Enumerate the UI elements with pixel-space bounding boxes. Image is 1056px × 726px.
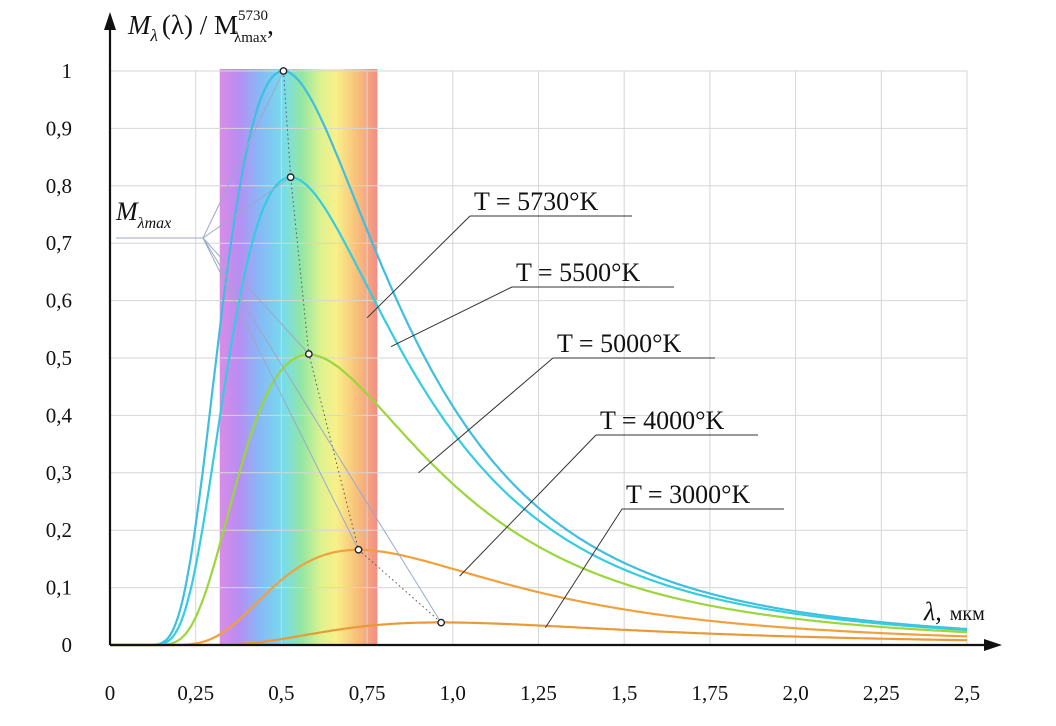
y-tick-labels: 0 0,1 0,2 0,3 0,4 0,5 0,6 0,7 0,8 0,9 1 — [46, 59, 73, 657]
grid — [110, 70, 968, 645]
temperature-label: T = 3000°K — [626, 480, 750, 509]
peak-leader-line — [202, 176, 291, 239]
x-axis-arrow — [984, 639, 1002, 651]
curves — [110, 69, 968, 647]
x-tick-label: 2,5 — [954, 681, 980, 705]
x-tick-labels: 0 0,25 0,5 0,75 1,0 1,25 1,5 1,75 2,0 2,25 2,5 — [105, 681, 980, 705]
peak-label: Mλmax — [115, 197, 171, 232]
temperature-label-leader — [544, 508, 623, 629]
temperature-labels: T = 5730°K T = 5500°K T = 5000°K T = 4000°K… — [366, 187, 784, 629]
y-tick-label: 0,3 — [46, 461, 72, 485]
y-axis-title: Mλ (λ) / M5730 λmax, — [127, 8, 274, 46]
peak-marker — [437, 618, 446, 627]
x-tick-label: 0,25 — [177, 681, 214, 705]
y-tick-label: 0 — [62, 633, 73, 657]
peak-marker — [304, 350, 313, 358]
y-tick-label: 0,4 — [46, 403, 73, 427]
y-tick-label: 0,7 — [46, 231, 72, 255]
peak-leader-line — [202, 237, 442, 623]
temperature-label-leader — [459, 434, 597, 577]
temperature-label-leader — [366, 215, 471, 319]
peak-marker — [279, 67, 288, 75]
temperature-label-leader — [390, 286, 513, 347]
y-axis-arrow — [104, 12, 116, 30]
y-tick-label: 0,9 — [46, 116, 72, 140]
x-tick-label: 2,0 — [782, 681, 808, 705]
x-tick-label: 1,0 — [440, 681, 466, 705]
x-tick-label: 1,5 — [611, 681, 637, 705]
peak-leader-line — [202, 237, 359, 550]
y-tick-label: 1 — [62, 59, 73, 83]
x-axis-title: λ, мкм — [923, 597, 985, 626]
x-tick-label: 0,75 — [349, 681, 386, 705]
x-tick-label: 1,75 — [692, 681, 729, 705]
peak-marker — [354, 545, 363, 554]
series-line — [110, 176, 968, 647]
x-tick-label: 0 — [105, 681, 116, 705]
x-tick-label: 0,5 — [268, 681, 294, 705]
y-tick-label: 0,1 — [46, 576, 72, 600]
series-line — [110, 353, 968, 647]
temperature-label: T = 4000°K — [600, 406, 724, 435]
series-line — [110, 69, 968, 647]
axes — [104, 12, 1002, 651]
x-tick-label: 1,25 — [520, 681, 557, 705]
temperature-label-leader — [418, 357, 554, 474]
series-line — [110, 621, 967, 647]
temperature-label: T = 5500°K — [516, 258, 640, 287]
peak-leader-line — [202, 237, 310, 355]
series-line — [110, 548, 968, 647]
temperature-label: T = 5000°K — [557, 329, 681, 358]
y-tick-label: 0,6 — [46, 289, 72, 313]
peak-leader-line — [202, 70, 284, 239]
y-tick-label: 0,5 — [46, 346, 72, 370]
y-tick-label: 0,8 — [46, 174, 72, 198]
peak-markers — [279, 67, 446, 627]
peak-marker — [286, 173, 295, 182]
x-tick-label: 2,25 — [863, 681, 900, 705]
y-tick-label: 0,2 — [46, 518, 72, 542]
temperature-label: T = 5730°K — [474, 187, 598, 216]
